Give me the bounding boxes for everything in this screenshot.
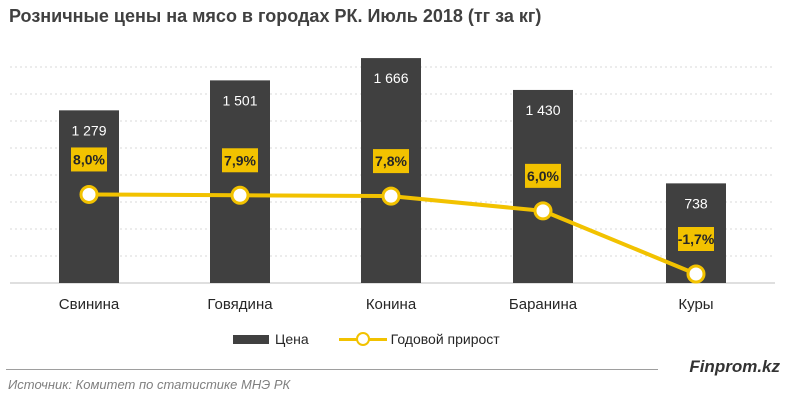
- growth-label-box: [71, 147, 107, 172]
- source-divider: [6, 369, 658, 370]
- bar: [210, 80, 270, 284]
- growth-label: 6,0%: [527, 168, 559, 184]
- growth-point: [230, 185, 250, 205]
- chart-title: Розничные цены на мясо в городах РК. Июл…: [9, 6, 542, 26]
- chart-area: 8,0% 7,9% 7,8% 6,0% -1,7% 1 279 Свинина 1 501 Г…: [10, 58, 775, 313]
- legend-item-growth: Годовой прирост: [338, 331, 500, 347]
- growth-label-box: [678, 227, 714, 251]
- growth-label-box: [373, 149, 409, 174]
- category-label: Конина: [366, 296, 417, 313]
- legend-label-growth: Годовой прирост: [390, 331, 500, 347]
- bar-value-label: 738: [684, 195, 708, 211]
- growth-label: -1,7%: [678, 231, 715, 247]
- bar-value-label: 1 501: [222, 92, 257, 108]
- growth-label-box: [222, 148, 258, 173]
- bar-value-label: 1 279: [71, 122, 106, 138]
- legend: Цена Годовой прирост: [233, 331, 530, 347]
- legend-swatch-line: [338, 332, 387, 346]
- bar-value-label: 1 430: [525, 102, 560, 118]
- growth-point: [381, 186, 401, 206]
- brand-label: Finprom.kz: [689, 357, 780, 376]
- source-text: Источник: Комитет по статистике МНЭ РК: [8, 377, 291, 392]
- growth-label-box: [525, 163, 561, 188]
- growth-point: [686, 264, 706, 284]
- legend-item-price: Цена: [233, 331, 309, 347]
- growth-label: 7,8%: [375, 153, 407, 169]
- growth-label: 8,0%: [73, 151, 105, 167]
- legend-swatch-bar: [233, 334, 269, 344]
- growth-label: 7,9%: [224, 152, 256, 168]
- growth-point: [533, 201, 553, 221]
- growth-point: [79, 184, 99, 204]
- legend-label-price: Цена: [275, 331, 309, 347]
- category-label: Свинина: [59, 296, 120, 313]
- bar-value-label: 1 666: [373, 70, 408, 86]
- category-label: Куры: [678, 296, 713, 313]
- category-label: Говядина: [207, 296, 273, 313]
- category-label: Баранина: [509, 296, 578, 313]
